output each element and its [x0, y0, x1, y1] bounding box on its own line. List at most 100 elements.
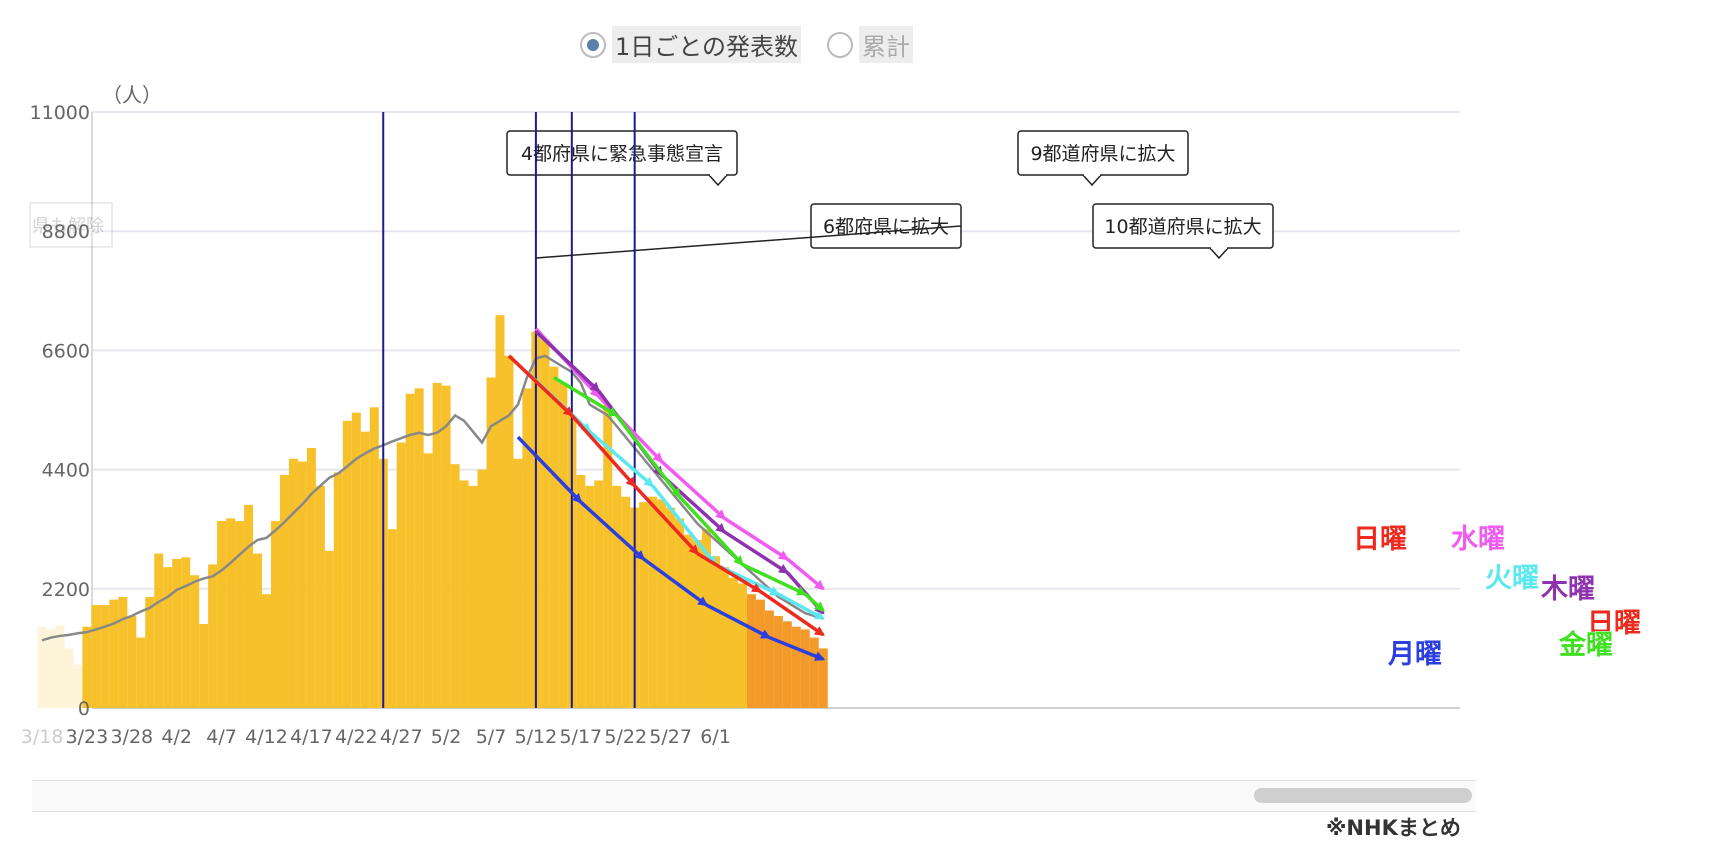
x-tick-label: 4/2 [161, 726, 192, 748]
cumulative-radio-label: 累計 [859, 26, 914, 63]
y-tick-label: 4400 [42, 460, 90, 482]
bar [719, 567, 729, 708]
x-tick-label: 5/12 [515, 726, 558, 748]
weekday-label: 日曜 [1353, 524, 1407, 555]
event-callout: 9都道府県に拡大 [1017, 130, 1189, 187]
bar [639, 502, 649, 708]
bar [82, 626, 92, 708]
bar [621, 496, 631, 708]
x-tick-label: 5/27 [649, 726, 692, 748]
bar [253, 553, 263, 708]
weekday-trend-arrow [633, 484, 699, 556]
event-pointer [708, 174, 728, 187]
weekday-trend-arrow [723, 516, 790, 561]
weekday-label: 木曜 [1540, 574, 1595, 605]
bar [675, 518, 685, 708]
event-box [1017, 130, 1189, 176]
bar [468, 485, 478, 708]
event-label: 4都府県に緊急事態宣言 [521, 143, 723, 165]
bar [773, 615, 783, 708]
cumulative-radio[interactable]: 累計 [827, 26, 914, 63]
y-tick-label: 0 [78, 698, 90, 720]
bar [549, 366, 559, 708]
daily-radio[interactable]: 1日ごとの発表数 [580, 26, 802, 63]
bar [594, 480, 604, 708]
bar [46, 629, 56, 708]
bar [73, 664, 83, 708]
chart-scrollbar[interactable] [32, 780, 1476, 812]
weekday-label: 月曜 [1387, 639, 1442, 670]
event-label: 6都府県に拡大 [823, 216, 949, 238]
bar [244, 504, 254, 708]
bar [764, 610, 774, 708]
event-callout: 4都府県に緊急事態宣言 [506, 130, 738, 187]
weekday-trend-arrow [534, 330, 601, 393]
bar [145, 596, 155, 708]
bar [684, 534, 694, 708]
weekday-trend-arrow [516, 435, 583, 504]
x-tick-label: 3/28 [110, 726, 153, 748]
bar [190, 575, 200, 708]
bar [800, 629, 810, 708]
y-tick-label: 6600 [42, 340, 90, 362]
view-toggle: 1日ごとの発表数 累計 [580, 26, 914, 63]
event-box [506, 130, 738, 176]
weekday-label: 水曜 [1451, 524, 1505, 555]
source-note: ※NHKまとめ [1326, 816, 1461, 840]
weekday-trend-arrow [696, 552, 763, 594]
bar [450, 464, 460, 708]
bar [414, 388, 424, 708]
event-label: 10都道府県に拡大 [1104, 216, 1261, 238]
bar [818, 648, 828, 708]
x-tick-label: 4/22 [335, 726, 378, 748]
x-tick-label: 5/17 [559, 726, 602, 748]
bar [522, 388, 532, 708]
weekday-label: 火曜 [1485, 563, 1539, 594]
weekday-trend-arrow [552, 375, 619, 417]
scrollbar-thumb[interactable] [1254, 788, 1472, 803]
bar [55, 625, 65, 708]
bar [603, 404, 613, 708]
bar [782, 621, 792, 708]
bar [279, 475, 289, 708]
bar [208, 564, 218, 708]
faded-event-callout: 県も解除 [29, 202, 113, 248]
moving-average-line [41, 354, 824, 642]
bar [405, 393, 415, 708]
event-box [29, 202, 113, 248]
x-tick-label: 4/17 [290, 726, 333, 748]
weekday-trend-arrow [579, 500, 646, 561]
bar [136, 637, 146, 708]
weekday-trend-arrow [741, 562, 808, 596]
bar [217, 521, 227, 708]
y-tick-label: 2200 [42, 579, 90, 601]
bar [423, 453, 433, 708]
x-tick-label: 5/22 [604, 726, 647, 748]
weekday-trend-arrow [723, 530, 790, 575]
bar [297, 461, 307, 708]
bar [396, 442, 406, 708]
weekday-trend-arrow [705, 603, 772, 640]
radio-unselected-icon [827, 31, 854, 58]
bar [351, 412, 361, 708]
bar [288, 458, 298, 708]
bar [585, 485, 595, 708]
event-box [1092, 203, 1274, 249]
weekday-trend-arrow [651, 484, 717, 566]
daily-radio-label: 1日ごとの発表数 [612, 26, 802, 63]
bar [702, 529, 712, 708]
event-label: 9都道府県に拡大 [1030, 143, 1175, 165]
weekday-trend-arrow [678, 495, 744, 566]
bar [486, 377, 496, 708]
bar [693, 540, 703, 708]
bar [513, 458, 523, 708]
bar [37, 626, 47, 708]
weekday-trend-arrow [642, 557, 709, 607]
weekday-trend-arrow [615, 414, 681, 499]
bar [648, 496, 658, 708]
bar [441, 385, 451, 708]
event-callout: 6都府県に拡大 [535, 203, 962, 259]
bar [181, 557, 191, 708]
x-tick-label: 3/18 [21, 726, 64, 748]
